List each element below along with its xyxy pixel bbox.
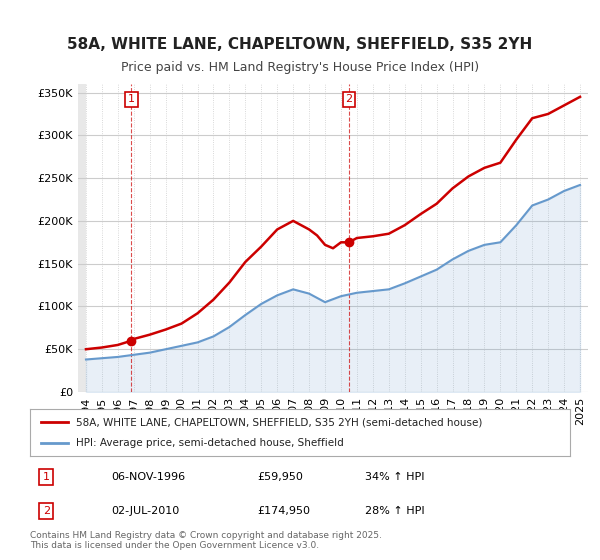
Text: £59,950: £59,950	[257, 472, 302, 482]
Text: 58A, WHITE LANE, CHAPELTOWN, SHEFFIELD, S35 2YH: 58A, WHITE LANE, CHAPELTOWN, SHEFFIELD, …	[67, 38, 533, 52]
Text: 58A, WHITE LANE, CHAPELTOWN, SHEFFIELD, S35 2YH (semi-detached house): 58A, WHITE LANE, CHAPELTOWN, SHEFFIELD, …	[76, 417, 482, 427]
Text: 28% ↑ HPI: 28% ↑ HPI	[365, 506, 424, 516]
Bar	[78, 84, 86, 392]
Text: 06-NOV-1996: 06-NOV-1996	[111, 472, 185, 482]
Text: Contains HM Land Registry data © Crown copyright and database right 2025.
This d: Contains HM Land Registry data © Crown c…	[30, 530, 382, 550]
Text: 1: 1	[128, 95, 135, 104]
Text: HPI: Average price, semi-detached house, Sheffield: HPI: Average price, semi-detached house,…	[76, 438, 344, 448]
Text: 2: 2	[43, 506, 50, 516]
Text: £174,950: £174,950	[257, 506, 310, 516]
Text: 02-JUL-2010: 02-JUL-2010	[111, 506, 179, 516]
Text: Price paid vs. HM Land Registry's House Price Index (HPI): Price paid vs. HM Land Registry's House …	[121, 60, 479, 74]
Text: 34% ↑ HPI: 34% ↑ HPI	[365, 472, 424, 482]
Text: 1: 1	[43, 472, 50, 482]
Text: 2: 2	[346, 95, 353, 104]
